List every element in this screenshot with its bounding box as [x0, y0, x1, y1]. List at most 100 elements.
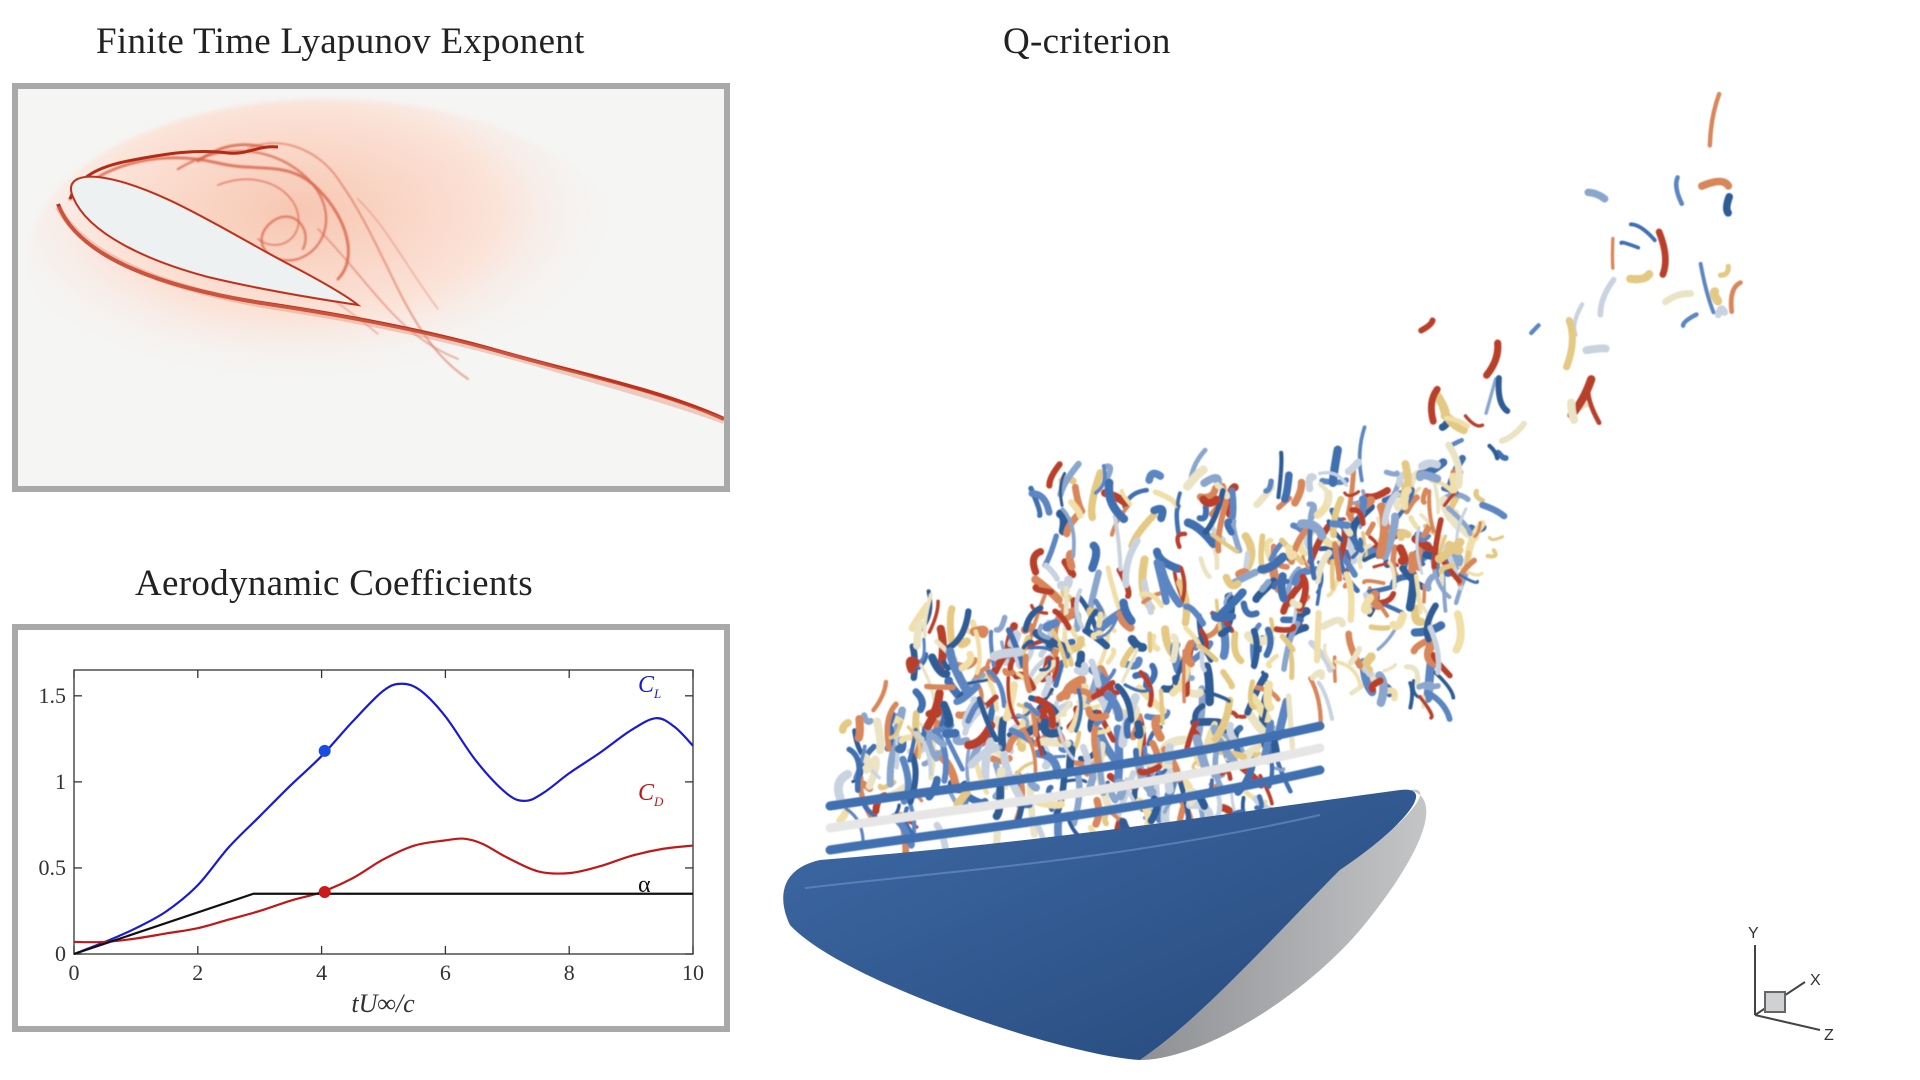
vortex-tube — [1240, 600, 1260, 618]
vortex-tube — [1697, 177, 1733, 190]
vortex-tube — [1273, 623, 1297, 633]
vortex-tube — [1417, 459, 1441, 470]
vortex-tube — [1365, 521, 1376, 537]
vortex-tube — [1383, 469, 1400, 477]
vortex-tube — [1042, 618, 1060, 632]
vortex-tube — [1088, 541, 1101, 573]
vortex-tube — [925, 731, 940, 762]
x-tick-label: 8 — [564, 960, 575, 985]
vortex-tube — [1084, 608, 1099, 634]
vortex-tube — [913, 731, 933, 777]
vortex-tube — [1483, 339, 1502, 379]
vortex-tube — [933, 727, 949, 784]
vortex-tube — [1291, 478, 1306, 507]
vortex-tube — [1000, 751, 1024, 801]
vortex-tube — [1183, 603, 1207, 627]
vortex-tube — [1418, 317, 1436, 334]
vortex-tube — [1485, 548, 1498, 559]
vortex-tube — [1319, 616, 1346, 630]
vortex-tube — [1423, 638, 1439, 668]
vortex-tube — [1396, 528, 1412, 542]
vortex-tube — [906, 725, 922, 760]
vortex-tube — [945, 737, 965, 772]
axis-x-label: X — [1810, 972, 1821, 989]
vortex-tube — [1582, 344, 1610, 355]
vortex-tube — [1265, 653, 1279, 669]
vortex-tube — [1200, 474, 1222, 488]
vortex-tube — [1728, 280, 1743, 314]
vortex-tube — [985, 668, 1007, 709]
vortex-tube — [1305, 473, 1317, 493]
vortex-tube — [1698, 261, 1716, 315]
vortex-tube — [1138, 670, 1154, 708]
vortex-tube — [1333, 659, 1363, 688]
vortex-tube — [1119, 488, 1133, 507]
vortex-tube — [976, 696, 1000, 743]
vortex-tube — [1429, 692, 1453, 722]
vortex-tube — [1344, 458, 1363, 476]
vortex-tube — [1086, 569, 1102, 612]
vortex-tube — [1053, 659, 1065, 688]
ftle-panel — [12, 83, 730, 492]
vortex-tube — [1169, 633, 1180, 664]
vortex-tube — [941, 728, 960, 739]
vortex-tube — [1567, 398, 1579, 425]
vortex-tube — [1357, 543, 1372, 570]
vortex-tube — [1074, 687, 1083, 733]
vortex-tube — [945, 647, 972, 696]
vortex-tube — [1439, 495, 1464, 532]
vortex-tube — [965, 793, 989, 807]
vortex-tube — [1628, 222, 1657, 243]
series-labels: CL CD α — [638, 672, 664, 898]
vortex-tube — [1263, 680, 1275, 712]
vortex-tube — [1198, 556, 1212, 580]
vortex-tube — [1400, 486, 1412, 511]
vortex-tube — [871, 679, 889, 713]
vortex-tube — [1116, 567, 1132, 599]
vortex-tube — [1254, 794, 1265, 811]
vortex-tube — [1443, 415, 1471, 429]
vortex-tube — [865, 755, 880, 790]
vortex-tube — [916, 652, 929, 671]
vortex-tube — [912, 688, 926, 714]
vortex-tube — [1060, 507, 1076, 559]
vortex-tube — [1285, 543, 1298, 561]
vortex-tube — [1063, 631, 1074, 655]
vortex-tube — [958, 650, 975, 672]
vortex-tube — [1382, 662, 1398, 673]
vortex-tube — [1343, 536, 1358, 565]
vortex-tube — [953, 788, 971, 809]
vortex-tube — [894, 732, 900, 770]
vortex-tube — [1074, 588, 1085, 630]
vortex-tube — [1423, 602, 1439, 643]
vortex-tube — [1495, 449, 1509, 461]
vortex-tube — [1445, 505, 1473, 537]
vortex-tube — [1149, 633, 1161, 652]
vortex-tube — [1680, 312, 1699, 328]
x-tick-label: 10 — [682, 960, 704, 985]
vortex-tube — [1119, 598, 1136, 626]
vortex-tube — [1271, 578, 1290, 590]
vortex-tube — [1152, 547, 1183, 573]
vortex-tube — [1056, 509, 1069, 536]
series-line-1 — [73, 837, 694, 944]
vortex-tube — [1038, 737, 1072, 748]
vortex-tube — [1418, 695, 1434, 720]
vortex-tube — [1360, 593, 1375, 615]
vortex-tube — [1411, 604, 1426, 627]
vortex-tube — [1259, 578, 1272, 593]
vortex-tube — [846, 746, 862, 785]
vortex-tube — [1328, 445, 1342, 488]
vortex-tube — [967, 744, 1000, 769]
series-label-0: CL — [638, 672, 661, 701]
vortex-tube — [1175, 491, 1182, 508]
vortex-tube — [1211, 611, 1237, 622]
vortex-tube — [1296, 519, 1327, 541]
vortex-tube — [1389, 611, 1408, 631]
vortex-tube — [1042, 533, 1060, 569]
vortex-tube — [1068, 498, 1084, 519]
x-tick-label: 4 — [316, 960, 327, 985]
vortex-tube — [1349, 507, 1366, 527]
vortex-tube — [1585, 383, 1602, 426]
vortex-tube — [1329, 520, 1352, 529]
